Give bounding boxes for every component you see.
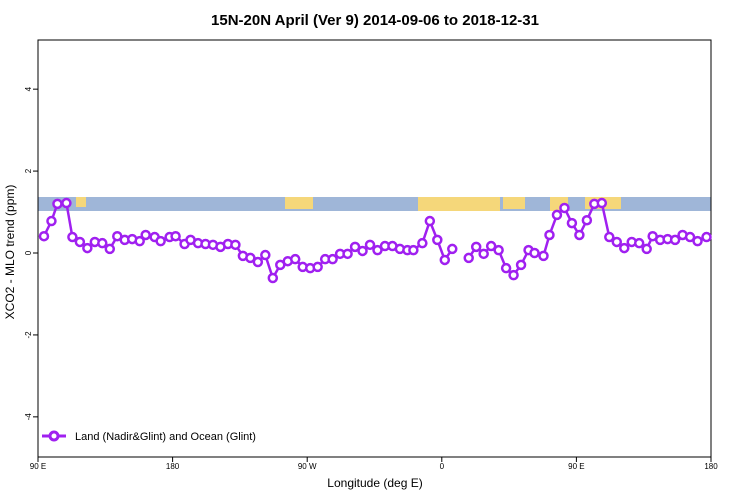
- point: [424, 215, 436, 227]
- point: [596, 197, 608, 209]
- point: [349, 241, 361, 253]
- point: [551, 209, 563, 221]
- point: [439, 254, 451, 266]
- point: [692, 235, 703, 247]
- point: [140, 229, 151, 241]
- point: [574, 229, 585, 241]
- y-tick-label: 2: [24, 168, 33, 173]
- point: [38, 230, 50, 242]
- point: [357, 245, 368, 257]
- point: [97, 237, 108, 249]
- point: [67, 231, 78, 243]
- point: [252, 256, 264, 268]
- point: [538, 250, 549, 262]
- point: [134, 235, 145, 247]
- y-axis-label: XCO2 - MLO trend (ppm): [3, 185, 17, 320]
- land-ocean-strip: [38, 197, 711, 211]
- y-tick-label: -4: [24, 413, 33, 421]
- point: [669, 234, 681, 246]
- point: [463, 252, 474, 264]
- point: [170, 230, 181, 242]
- point: [312, 261, 323, 273]
- point: [327, 253, 338, 265]
- point: [581, 214, 593, 226]
- point: [619, 242, 630, 254]
- x-tick-label: 180: [704, 462, 718, 471]
- x-tick-label: 0: [440, 462, 445, 471]
- y-tick-label: -2: [24, 331, 33, 339]
- point: [485, 240, 497, 252]
- y-tick-label: 4: [24, 86, 33, 91]
- y-tick-label: 0: [24, 250, 33, 255]
- point: [432, 234, 443, 246]
- point: [408, 244, 419, 256]
- point: [342, 248, 353, 260]
- point: [417, 237, 428, 249]
- point: [470, 241, 482, 253]
- point: [245, 252, 256, 264]
- point: [372, 244, 383, 256]
- point: [447, 243, 458, 255]
- x-tick-label: 90 W: [298, 462, 317, 471]
- point: [508, 269, 519, 281]
- point: [701, 231, 712, 243]
- point: [633, 237, 645, 249]
- point: [289, 253, 301, 265]
- point: [684, 231, 696, 243]
- point: [515, 259, 527, 271]
- legend-label: Land (Nadir&Glint) and Ocean (Glint): [75, 431, 256, 443]
- point: [155, 235, 166, 247]
- point: [230, 239, 241, 251]
- point: [104, 243, 116, 255]
- point: [566, 217, 578, 229]
- point: [267, 272, 279, 284]
- legend-marker: [48, 430, 60, 442]
- point: [61, 197, 72, 209]
- point: [478, 248, 489, 260]
- point: [500, 262, 512, 274]
- point: [559, 202, 570, 214]
- point: [641, 243, 652, 255]
- point: [52, 198, 63, 210]
- point: [544, 229, 555, 241]
- point: [604, 231, 615, 243]
- legend: Land (Nadir&Glint) and Ocean (Glint): [42, 430, 256, 443]
- x-tick-label: 90 E: [568, 462, 584, 471]
- point: [493, 244, 504, 256]
- x-tick-label: 90 E: [30, 462, 46, 471]
- x-axis-label: Longitude (deg E): [327, 476, 422, 490]
- point: [364, 239, 376, 251]
- point: [82, 242, 93, 254]
- point: [611, 236, 623, 248]
- point: [74, 236, 86, 248]
- point: [260, 249, 271, 261]
- point: [529, 247, 540, 259]
- point: [46, 215, 57, 227]
- chart-title: 15N-20N April (Ver 9) 2014-09-06 to 2018…: [211, 12, 539, 29]
- plot-frame: [37, 39, 712, 458]
- x-tick-label: 180: [166, 462, 180, 471]
